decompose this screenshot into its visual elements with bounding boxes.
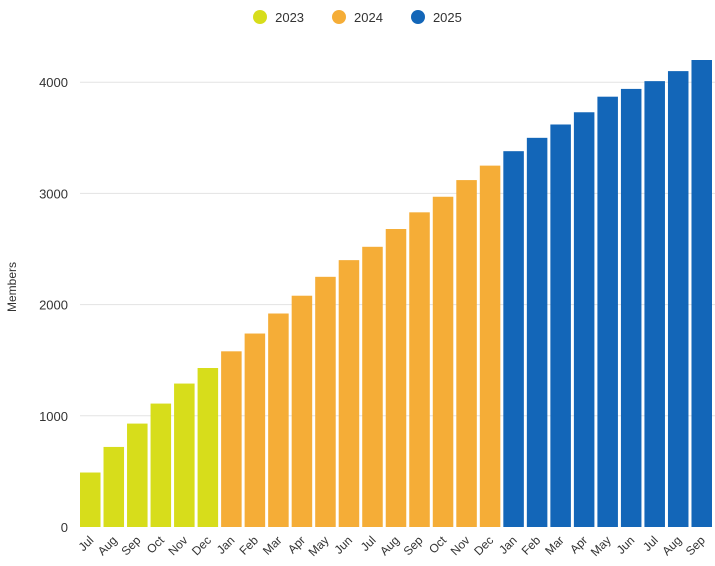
bar-2024-sep[interactable]: [409, 212, 430, 527]
bar-2023-nov[interactable]: [174, 383, 195, 527]
bar-2024-jun[interactable]: [338, 260, 360, 527]
bar-2024-jul[interactable]: [362, 246, 383, 528]
x-tick-label: Dec: [189, 533, 214, 558]
y-tick-label: 0: [61, 520, 68, 535]
x-tick-label: Jul: [358, 533, 379, 554]
legend-label-2025: 2025: [432, 9, 462, 25]
bar-2025-apr[interactable]: [573, 112, 595, 527]
bar-2025-mar[interactable]: [550, 124, 571, 528]
bar-2025-sep[interactable]: [691, 60, 712, 527]
bar-2024-oct[interactable]: [432, 196, 454, 527]
bar-2025-jun[interactable]: [620, 88, 642, 527]
bar-2023-aug[interactable]: [103, 446, 125, 527]
x-tick-label: Jun: [614, 533, 638, 557]
legend-item-2025[interactable]: 2025: [410, 9, 462, 25]
x-tick-label: Sep: [118, 533, 143, 558]
x-tick-label: Feb: [519, 533, 544, 558]
x-tick-label: Jul: [76, 533, 97, 554]
x-tick-label: Apr: [567, 533, 590, 556]
x-tick-label: Mar: [260, 533, 285, 558]
bar-2023-sep[interactable]: [127, 423, 148, 527]
x-tick-label: May: [588, 533, 614, 559]
x-tick-label: Oct: [144, 533, 168, 557]
x-tick-label: Dec: [471, 533, 496, 558]
legend: 2023 2024 2025: [0, 6, 715, 28]
x-tick-label: Aug: [95, 533, 120, 558]
bar-2024-aug[interactable]: [385, 229, 407, 527]
x-tick-label: May: [306, 533, 332, 559]
legend-swatch-2024: [332, 10, 347, 24]
x-tick-label: Sep: [401, 533, 426, 558]
bar-2025-jan[interactable]: [503, 151, 524, 527]
bar-2024-may[interactable]: [315, 276, 336, 527]
bar-2025-aug[interactable]: [667, 71, 689, 528]
x-tick-label: Mar: [542, 533, 567, 558]
bar-2024-dec[interactable]: [479, 165, 501, 527]
x-tick-label: Nov: [165, 533, 190, 558]
x-tick-label: Oct: [426, 533, 450, 557]
bar-2023-dec[interactable]: [197, 368, 219, 527]
y-axis-ticks: 0 1000 2000 3000 4000: [39, 75, 68, 535]
legend-label-2024: 2024: [354, 9, 383, 25]
bar-2024-apr[interactable]: [291, 295, 313, 527]
bar-2023-jul[interactable]: [80, 472, 101, 527]
x-tick-label: Sep: [683, 533, 708, 558]
bar-2024-mar[interactable]: [268, 313, 289, 527]
legend-item-2023[interactable]: 2023: [253, 10, 304, 25]
bar-2025-jul[interactable]: [644, 81, 665, 527]
legend-swatch-2023: [253, 10, 268, 24]
bar-2024-jan[interactable]: [221, 351, 242, 527]
x-tick-label: Aug: [659, 533, 684, 558]
x-tick-label: Jul: [640, 533, 661, 554]
bar-2024-nov[interactable]: [456, 180, 477, 527]
y-tick-label: 3000: [39, 186, 68, 201]
legend-swatch-2025: [410, 10, 425, 24]
bar-2025-feb[interactable]: [526, 137, 548, 527]
y-tick-label: 2000: [39, 298, 68, 313]
x-tick-label: Aug: [377, 533, 402, 558]
bars: [80, 60, 712, 528]
x-tick-label: Apr: [285, 533, 308, 556]
x-tick-label: Jan: [496, 533, 520, 557]
bar-2024-feb[interactable]: [244, 333, 266, 527]
legend-item-2024[interactable]: 2024: [332, 10, 383, 25]
bar-2023-oct[interactable]: [150, 403, 172, 527]
y-tick-label: 1000: [39, 409, 68, 424]
x-tick-label: Jan: [214, 533, 238, 557]
legend-label-2023: 2023: [275, 9, 305, 25]
x-tick-label: Jun: [331, 533, 355, 557]
bar-2025-may[interactable]: [597, 96, 618, 527]
y-tick-label: 4000: [39, 75, 68, 90]
x-tick-label: Feb: [236, 533, 261, 558]
x-tick-label: Nov: [448, 533, 473, 558]
